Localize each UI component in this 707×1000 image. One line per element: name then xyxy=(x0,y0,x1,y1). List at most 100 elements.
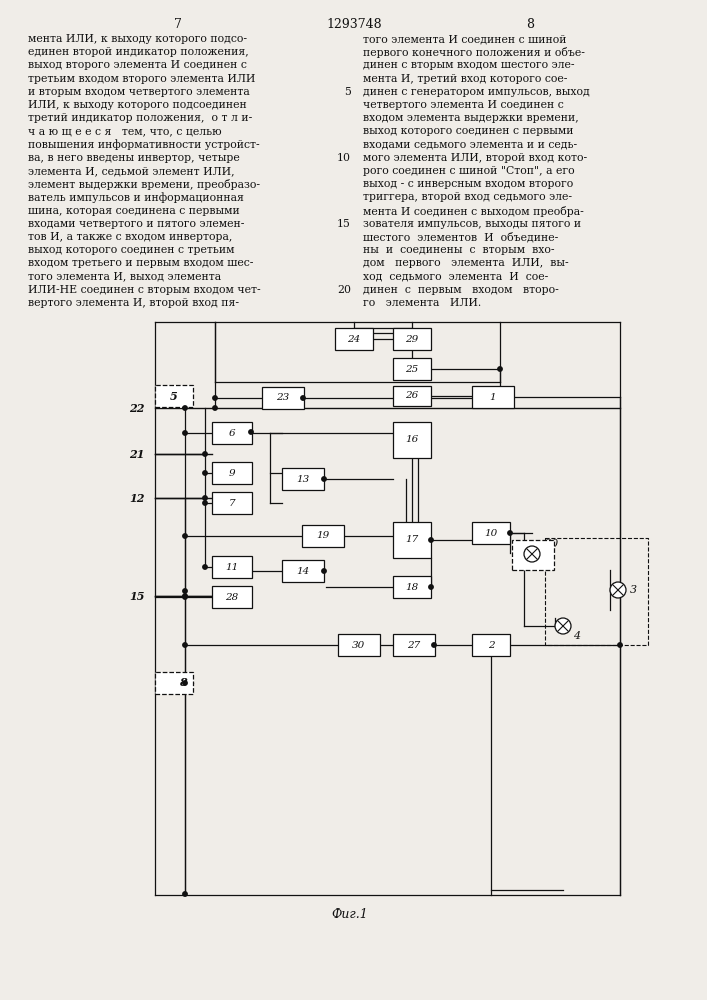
Bar xyxy=(282,468,324,490)
Text: 4: 4 xyxy=(573,631,580,641)
Text: и вторым входом четвертого элемента: и вторым входом четвертого элемента xyxy=(28,87,250,97)
Bar xyxy=(393,576,431,598)
Text: входом третьего и первым входом шес-: входом третьего и первым входом шес- xyxy=(28,258,253,268)
Circle shape xyxy=(203,471,207,475)
Text: ч а ю щ е е с я   тем, что, с целью: ч а ю щ е е с я тем, что, с целью xyxy=(28,126,221,136)
Text: повышения информативности устройст-: повышения информативности устройст- xyxy=(28,140,259,150)
Text: 17: 17 xyxy=(405,536,419,544)
Text: 3: 3 xyxy=(630,585,637,595)
Text: рого соединен с шиной "Стоп", а его: рого соединен с шиной "Стоп", а его xyxy=(363,166,575,176)
Circle shape xyxy=(618,643,622,647)
Circle shape xyxy=(213,396,217,400)
Bar xyxy=(512,540,554,570)
Text: выход которого соединен с первыми: выход которого соединен с первыми xyxy=(363,126,573,136)
Text: 20: 20 xyxy=(544,539,559,549)
Text: 8: 8 xyxy=(179,678,187,688)
Text: 25: 25 xyxy=(405,364,419,373)
Text: 9: 9 xyxy=(228,468,235,478)
Text: дом   первого   элемента  ИЛИ,  вы-: дом первого элемента ИЛИ, вы- xyxy=(363,258,568,268)
Text: мента И, третий вход которого сое-: мента И, третий вход которого сое- xyxy=(363,74,568,84)
Text: 26: 26 xyxy=(405,391,419,400)
Text: 8: 8 xyxy=(526,18,534,31)
Text: 15: 15 xyxy=(337,219,351,229)
Text: 22: 22 xyxy=(129,402,145,414)
Text: 10: 10 xyxy=(484,528,498,538)
Text: шестого  элементов  И  объедине-: шестого элементов И объедине- xyxy=(363,232,559,243)
Bar xyxy=(472,386,514,408)
Text: зователя импульсов, выходы пятого и: зователя импульсов, выходы пятого и xyxy=(363,219,581,229)
Bar xyxy=(472,634,510,656)
Circle shape xyxy=(203,501,207,505)
Text: входами четвертого и пятого элемен-: входами четвертого и пятого элемен- xyxy=(28,219,245,229)
Bar xyxy=(212,492,252,514)
Text: Фиг.1: Фиг.1 xyxy=(332,908,368,922)
Text: того элемента И, выход элемента: того элемента И, выход элемента xyxy=(28,272,221,282)
Circle shape xyxy=(524,546,540,562)
Bar xyxy=(155,672,193,694)
Text: 14: 14 xyxy=(296,566,310,576)
Text: первого конечного положения и объе-: первого конечного положения и объе- xyxy=(363,47,585,58)
Text: мого элемента ИЛИ, второй вход кото-: мого элемента ИЛИ, второй вход кото- xyxy=(363,153,587,163)
Bar xyxy=(393,328,431,350)
Text: 5: 5 xyxy=(170,390,178,401)
Circle shape xyxy=(555,618,571,634)
Text: элемента И, седьмой элемент ИЛИ,: элемента И, седьмой элемент ИЛИ, xyxy=(28,166,235,176)
Bar xyxy=(472,522,510,544)
Text: 1293748: 1293748 xyxy=(326,18,382,31)
Bar xyxy=(393,634,435,656)
Text: входами седьмого элемента и и седь-: входами седьмого элемента и и седь- xyxy=(363,140,577,150)
Text: 5: 5 xyxy=(344,87,351,97)
Circle shape xyxy=(183,681,187,685)
Text: единен второй индикатор положения,: единен второй индикатор положения, xyxy=(28,47,249,57)
Circle shape xyxy=(429,538,433,542)
Circle shape xyxy=(183,534,187,538)
Text: элемент выдержки времени, преобразо-: элемент выдержки времени, преобразо- xyxy=(28,179,260,190)
Circle shape xyxy=(432,643,436,647)
Text: 27: 27 xyxy=(407,641,421,650)
Text: 2: 2 xyxy=(488,641,494,650)
Circle shape xyxy=(610,582,626,598)
Text: мента ИЛИ, к выходу которого подсо-: мента ИЛИ, к выходу которого подсо- xyxy=(28,34,247,44)
Bar xyxy=(302,525,344,547)
Circle shape xyxy=(183,643,187,647)
Bar xyxy=(393,358,431,380)
Text: 10: 10 xyxy=(337,153,351,163)
Circle shape xyxy=(183,431,187,435)
Circle shape xyxy=(203,496,207,500)
Text: ход  седьмого  элемента  И  сое-: ход седьмого элемента И сое- xyxy=(363,272,548,282)
Text: 6: 6 xyxy=(228,428,235,438)
Text: 16: 16 xyxy=(405,436,419,444)
Text: тов И, а также с входом инвертора,: тов И, а также с входом инвертора, xyxy=(28,232,233,242)
Bar xyxy=(393,422,431,458)
Text: мента И соединен с выходом преобра-: мента И соединен с выходом преобра- xyxy=(363,206,584,217)
Text: 20: 20 xyxy=(337,285,351,295)
Circle shape xyxy=(300,396,305,400)
Text: выход второго элемента И соединен с: выход второго элемента И соединен с xyxy=(28,60,247,70)
Text: 13: 13 xyxy=(296,475,310,484)
Text: 1: 1 xyxy=(490,392,496,401)
Text: 28: 28 xyxy=(226,592,239,601)
Bar xyxy=(338,634,380,656)
Bar xyxy=(393,386,431,406)
Text: вертого элемента И, второй вход пя-: вертого элемента И, второй вход пя- xyxy=(28,298,239,308)
Text: ны  и  соединены  с  вторым  вхо-: ны и соединены с вторым вхо- xyxy=(363,245,554,255)
Text: го   элемента   ИЛИ.: го элемента ИЛИ. xyxy=(363,298,481,308)
Circle shape xyxy=(183,406,187,410)
Text: 29: 29 xyxy=(405,334,419,344)
Bar xyxy=(212,422,252,444)
Bar xyxy=(393,522,431,558)
Text: 11: 11 xyxy=(226,562,239,572)
Text: 19: 19 xyxy=(316,532,329,540)
Text: ИЛИ, к выходу которого подсоединен: ИЛИ, к выходу которого подсоединен xyxy=(28,100,247,110)
Text: динен  с  первым   входом   второ-: динен с первым входом второ- xyxy=(363,285,559,295)
Text: 24: 24 xyxy=(347,334,361,344)
Text: того элемента И соединен с шиной: того элемента И соединен с шиной xyxy=(363,34,566,44)
Text: 18: 18 xyxy=(405,582,419,591)
Text: 12: 12 xyxy=(129,492,145,504)
Bar xyxy=(212,586,252,608)
Text: динен с генератором импульсов, выход: динен с генератором импульсов, выход xyxy=(363,87,590,97)
Text: 7: 7 xyxy=(174,18,182,31)
Circle shape xyxy=(498,367,502,371)
Bar xyxy=(212,462,252,484)
Bar xyxy=(262,387,304,409)
